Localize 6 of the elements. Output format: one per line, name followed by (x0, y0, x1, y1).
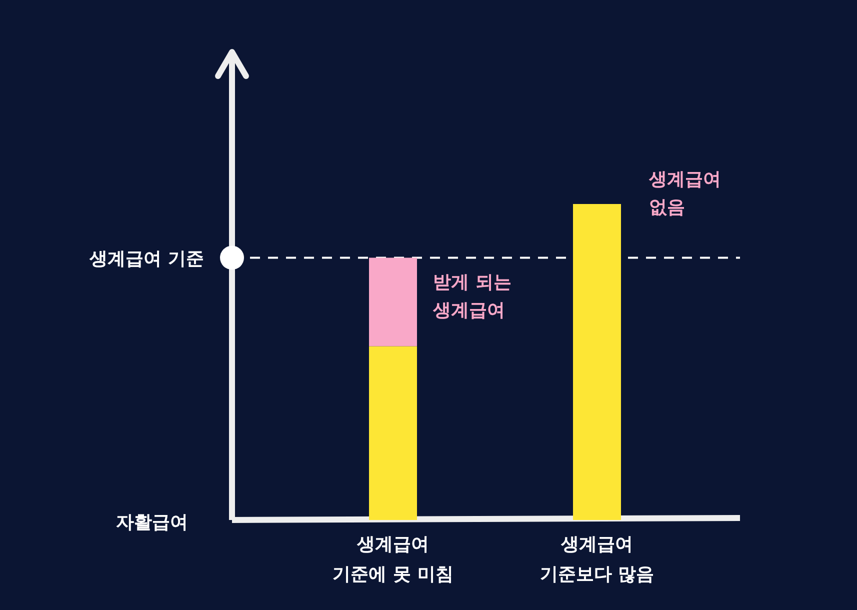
x-tick-label: 생계급여 기준보다 많음 (540, 534, 654, 585)
series-label: 받게 되는 생계급여 (432, 272, 512, 321)
annotation: 생계급여 없음 (648, 169, 721, 218)
y-axis-title: 자활급여 (116, 512, 188, 533)
ref-line-label: 생계급여 기준 (88, 248, 204, 270)
x-tick-label: 생계급여 기준에 못 미침 (332, 534, 454, 585)
